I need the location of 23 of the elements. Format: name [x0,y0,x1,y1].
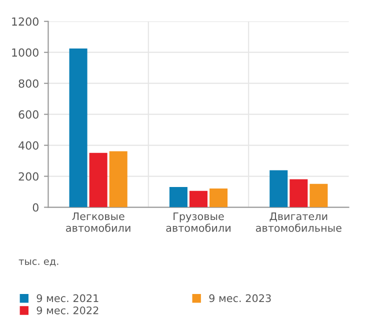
bar [169,186,188,208]
y-tick-label: 600 [18,110,38,119]
bar [290,179,308,208]
bar [109,151,128,208]
bar [310,184,328,208]
legend-label: 9 мес. 2023 [209,294,271,302]
legend-label: 9 мес. 2021 [36,294,98,302]
y-tick-label: 200 [18,172,38,181]
x-tick-label: Грузовые автомобили [166,212,230,232]
text: тыс. ед. [18,259,58,266]
x-tick-label: Легковые автомобили [66,212,130,232]
x-tick-label: Двигатели автомобильные [256,212,342,232]
bar [69,48,88,208]
bar [89,152,108,208]
bar [270,170,288,208]
y-tick-label: 800 [18,79,38,88]
y-tick-label: 400 [18,141,38,150]
bar [210,188,228,208]
y-tick-label: 1200 [12,17,38,26]
bar [189,190,208,208]
legend-label: 9 мес. 2022 [36,306,98,314]
y-tick-label: 1000 [12,48,38,57]
y-tick-label: 0 [32,203,38,212]
